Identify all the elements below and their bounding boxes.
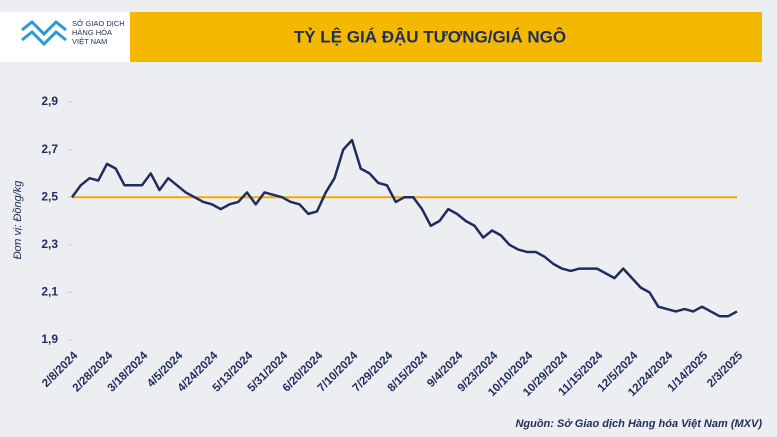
y-tick-label: 2,5 — [41, 189, 58, 203]
y-tick-label: 2,9 — [41, 94, 58, 108]
logo-icon — [21, 19, 67, 47]
logo-text: SỞ GIAO DỊCH — [72, 19, 125, 28]
logo-text: HÀNG HÓA — [72, 28, 112, 37]
logo-text: VIỆT NAM — [72, 37, 107, 46]
title-band — [118, 12, 762, 62]
y-axis-label: Đơn vị: Đồng/kg — [12, 180, 24, 260]
data-line — [70, 138, 738, 318]
y-tick-label: 2,7 — [41, 142, 58, 156]
chart-title: TỶ LỆ GIÁ ĐẬU TƯƠNG/GIÁ NGÔ — [294, 27, 566, 46]
y-tick-label: 2,3 — [41, 237, 58, 251]
logo-box — [0, 12, 130, 62]
source-note: Nguồn: Sở Giao dịch Hàng hóa Việt Nam (M… — [515, 418, 762, 430]
y-tick-label: 1,9 — [41, 332, 58, 346]
y-tick-label: 2,1 — [41, 285, 58, 299]
